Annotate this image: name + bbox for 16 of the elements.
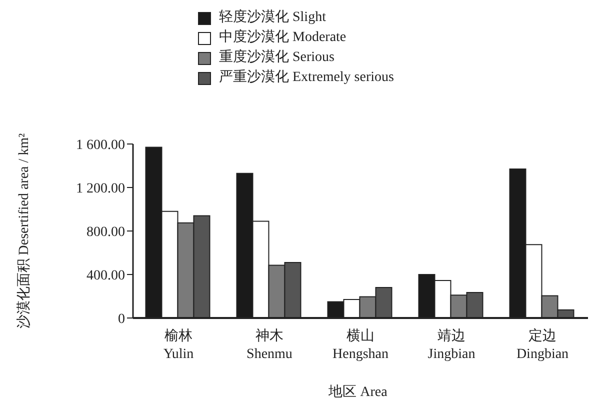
y-axis-title: 沙漠化面积 Desertified area / km² xyxy=(16,133,32,329)
x-axis-title: 地区 Area xyxy=(328,384,388,401)
y-tick-label: 800.00 xyxy=(86,224,125,240)
x-tick-label: 神木 Shenmu xyxy=(246,328,292,362)
x-tick-label: 榆林 Yulin xyxy=(163,328,194,362)
y-tick-label: 400.00 xyxy=(86,268,125,284)
legend-label: 中度沙漠化 Moderate xyxy=(219,29,346,47)
y-tick-label: 1 600.00 xyxy=(76,138,125,153)
x-tick-label: 定边 Dingbian xyxy=(516,328,569,362)
legend-label: 重度沙漠化 Serious xyxy=(219,49,334,67)
y-tick-label: 0 xyxy=(118,312,125,327)
y-tick-label: 1 200.00 xyxy=(76,181,125,196)
legend-label: 轻度沙漠化 Slight xyxy=(219,9,326,27)
legend-label: 严重沙漠化 Extremely serious xyxy=(219,69,394,87)
x-tick-label: 靖边 Jingbian xyxy=(428,328,476,362)
x-tick-label: 横山 Hengshan xyxy=(332,328,388,362)
